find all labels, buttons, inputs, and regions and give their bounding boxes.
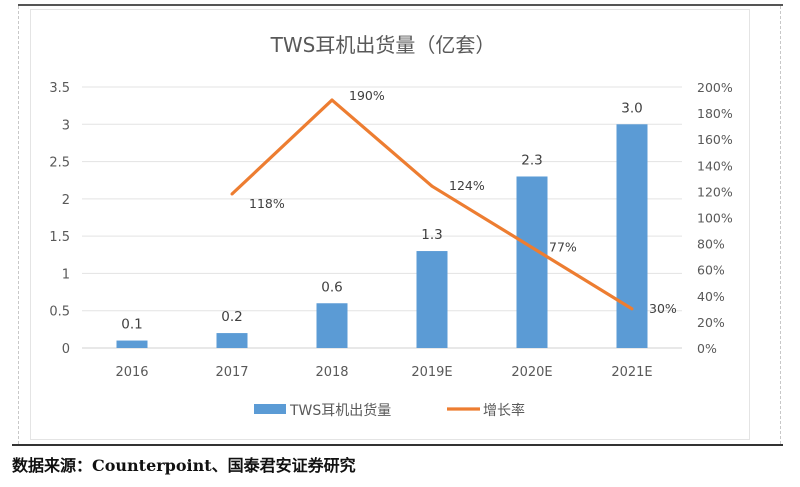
x-axis-tick-label: 2021E (611, 365, 652, 380)
bar-value-label: 3.0 (621, 100, 642, 116)
left-axis-tick-label: 1.5 (49, 230, 70, 245)
left-axis-tick-label: 0 (62, 342, 70, 357)
x-axis-ticks: 2016 2017 2018 2019E 2020E 2021E (115, 365, 652, 380)
right-axis-tick-label: 60% (697, 263, 725, 278)
bar-value-label: 0.6 (321, 279, 342, 295)
growth-rate-label: 124% (449, 178, 485, 193)
bar (416, 251, 448, 348)
right-axis-tick-label: 180% (697, 106, 733, 121)
right-axis-tick-label: 0% (697, 341, 717, 356)
right-axis-tick-label: 140% (697, 158, 733, 173)
bar-value-label: 1.3 (421, 227, 442, 243)
left-axis-ticks: 0 0.5 1 1.5 2 2.5 3 3.5 (49, 81, 70, 357)
right-axis-tick-label: 20% (697, 315, 725, 330)
legend-bar-swatch (254, 404, 286, 414)
x-axis-tick-label: 2020E (511, 365, 552, 380)
source-note: 数据来源：Counterpoint、国泰君安证券研究 (12, 456, 356, 475)
growth-rate-point (530, 246, 534, 250)
bar-value-label: 0.2 (221, 309, 242, 325)
growth-rate-label: 118% (249, 196, 285, 211)
growth-rate-label: 77% (549, 240, 577, 255)
right-axis-tick-label: 40% (697, 289, 725, 304)
growth-rate-point (630, 307, 634, 311)
left-axis-tick-label: 3.5 (49, 81, 70, 96)
bar-value-label: 2.3 (521, 152, 542, 168)
right-axis-tick-label: 120% (697, 184, 733, 199)
left-axis-tick-label: 3 (62, 118, 70, 133)
bar (116, 340, 148, 348)
bar (216, 333, 248, 348)
growth-rate-label: 30% (649, 301, 677, 316)
right-axis-ticks: 0% 20% 40% 60% 80% 100% 120% 140% 160% 180% 200% (697, 80, 733, 356)
right-axis-tick-label: 80% (697, 237, 725, 252)
x-axis-tick-label: 2016 (115, 365, 148, 380)
bar-series (116, 124, 648, 349)
growth-rate-label: 190% (349, 88, 385, 103)
bar (516, 176, 548, 348)
x-axis-tick-label: 2018 (315, 365, 348, 380)
growth-rate-point (430, 184, 434, 188)
bar (316, 303, 348, 348)
growth-rate-point (230, 192, 234, 196)
legend-line-label: 增长率 (483, 402, 525, 419)
frame-left-dashed-border (18, 6, 19, 444)
left-axis-tick-label: 0.5 (49, 305, 70, 320)
bar-value-label: 0.1 (121, 317, 142, 333)
right-axis-tick-label: 200% (697, 80, 733, 95)
legend: TWS耳机出货量 增长率 (254, 402, 525, 419)
chart-title: TWS耳机出货量（亿套） (270, 33, 496, 57)
gridlines (82, 86, 682, 349)
line-series (230, 98, 634, 311)
growth-rate-point (330, 98, 334, 102)
bar (616, 124, 648, 349)
left-axis-tick-label: 2 (62, 193, 70, 208)
frame-bottom-rule (12, 444, 783, 446)
chart-area-border (30, 9, 750, 440)
right-axis-tick-label: 160% (697, 132, 733, 147)
frame-top-rule (18, 4, 783, 6)
legend-bar-label: TWS耳机出货量 (289, 402, 391, 419)
data-labels: 0.1 0.2 0.6 1.3 2.3 3.0 118% 190% 124% 77% 30% (121, 88, 677, 332)
left-axis-tick-label: 1 (62, 267, 70, 282)
left-axis-tick-label: 2.5 (49, 156, 70, 171)
x-axis-tick-label: 2019E (411, 365, 452, 380)
x-axis-tick-label: 2017 (215, 365, 248, 380)
frame-right-dashed-border (780, 6, 781, 444)
right-axis-tick-label: 100% (697, 211, 733, 226)
